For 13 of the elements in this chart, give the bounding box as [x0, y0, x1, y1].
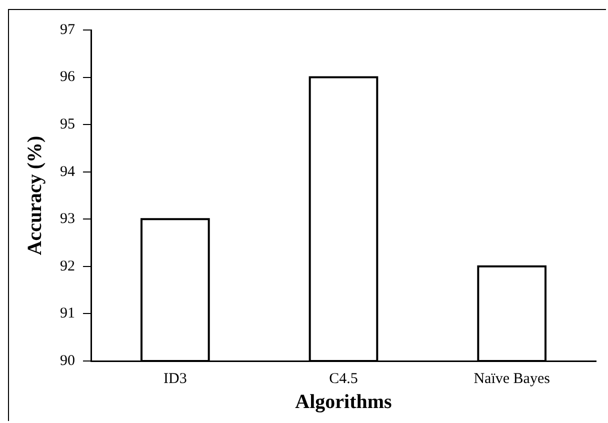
y-tick-label: 92 — [60, 258, 75, 274]
y-tick-label: 94 — [60, 164, 76, 180]
y-tick-label: 93 — [60, 211, 75, 228]
y-tick-label: 96 — [60, 69, 76, 86]
y-tick-label: 97 — [60, 22, 76, 38]
x-axis-title: Algorithms — [295, 391, 392, 414]
x-tick-label: C4.5 — [329, 370, 358, 387]
y-tick-label: 91 — [60, 306, 75, 322]
x-tick-label: Naïve Bayes — [474, 370, 550, 387]
y-tick-label: 90 — [60, 352, 75, 369]
y-tick-label: 95 — [60, 116, 75, 133]
x-tick-label: ID3 — [164, 370, 187, 387]
y-axis-title: Accuracy (%) — [24, 136, 46, 256]
